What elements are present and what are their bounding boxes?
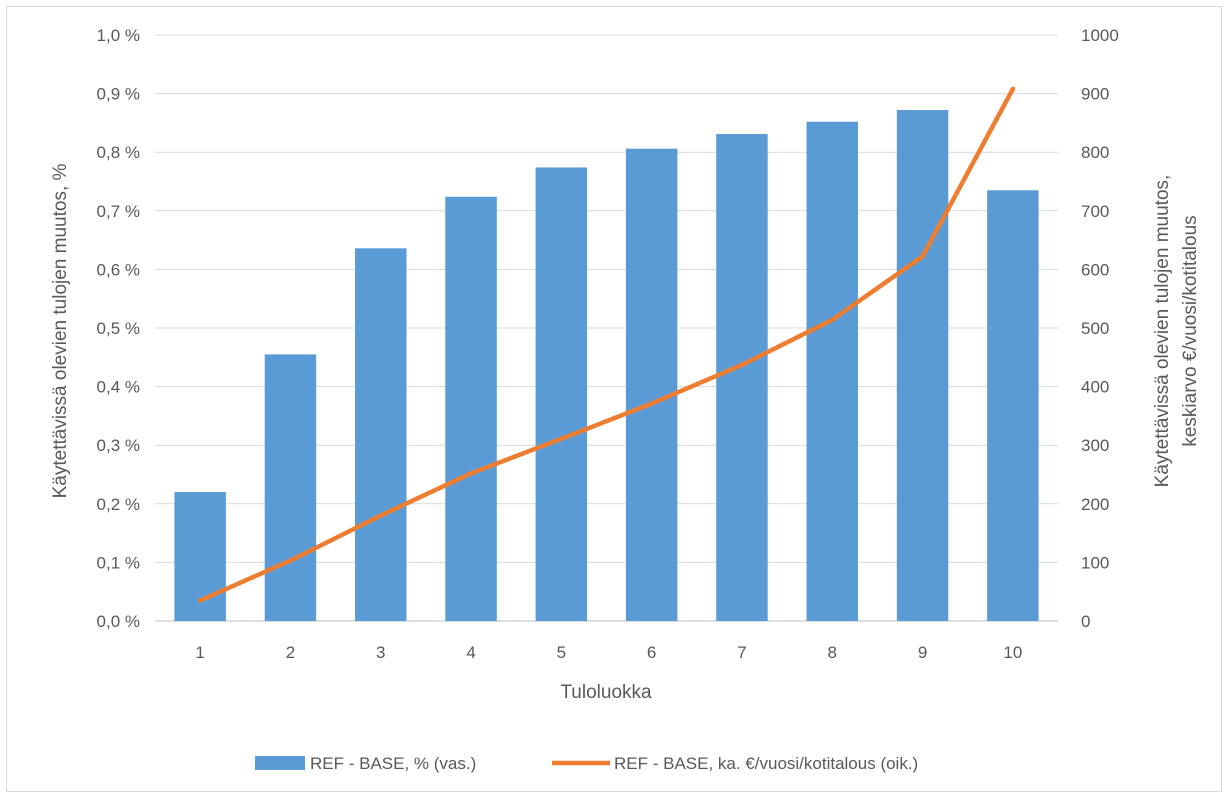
left-tick-label: 0,9 % [97,85,140,104]
series-line [197,86,1016,603]
right-tick-label: 500 [1081,319,1109,338]
legend: REF - BASE, % (vas.) REF - BASE, ka. €/v… [255,754,918,773]
x-tick-label: 3 [376,643,385,662]
x-tick-label: 9 [918,643,927,662]
bar [987,190,1039,622]
x-tick-label: 4 [466,643,475,662]
right-tick-label: 0 [1081,612,1090,631]
line-point [739,362,745,368]
x-tick-label: 10 [1003,643,1022,662]
bar-series [174,110,1039,622]
right-tick-label: 100 [1081,553,1109,572]
legend-label-line: REF - BASE, ka. €/vuosi/kotitalous (oik.… [614,754,918,773]
legend-label-bars: REF - BASE, % (vas.) [310,754,476,773]
bar [625,148,678,621]
left-tick-label: 0,0 % [97,612,140,631]
right-tick-label: 200 [1081,495,1109,514]
line-point [288,558,293,563]
bar [896,110,949,622]
right-axis-title-line-1: Käytettävissä olevien tulojen muutos, [1152,175,1173,488]
line-point [468,471,474,476]
line-point [649,401,654,406]
right-tick-label: 600 [1081,260,1109,279]
left-tick-label: 0,1 % [97,553,140,572]
bar [535,167,588,621]
left-tick-label: 0,2 % [97,495,140,514]
left-axis-title: Käytettävissä olevien tulojen muutos, % [50,164,71,499]
x-tick-label: 6 [647,643,656,662]
right-tick-label: 700 [1081,202,1109,221]
line-series [197,86,1016,603]
right-tick-label: 300 [1081,436,1109,455]
line-point [559,436,564,441]
left-tick-label: 0,5 % [97,319,140,338]
line-point [920,254,925,259]
left-tick-label: 0,4 % [97,378,140,397]
x-axis-ticks: 1 2 3 4 5 6 7 8 9 10 [195,643,1022,662]
right-tick-label: 900 [1081,85,1109,104]
left-tick-label: 0,6 % [97,260,140,279]
x-axis-title: Tuloluokka [560,682,652,703]
line-point [1010,86,1016,92]
bar [806,121,858,621]
left-tick-label: 0,7 % [97,202,140,221]
left-tick-label: 0,8 % [97,143,140,162]
line-point [830,317,835,322]
x-tick-label: 2 [286,643,295,662]
right-axis-ticks: 0 100 200 300 400 500 600 700 800 900 1000 [1081,26,1119,631]
right-tick-label: 400 [1081,378,1109,397]
line-point [378,513,383,518]
left-axis-ticks: 0,0 % 0,1 % 0,2 % 0,3 % 0,4 % 0,5 % 0,6 % 0,7 %… [97,26,140,631]
right-tick-label: 800 [1081,143,1109,162]
left-tick-label: 0,3 % [97,436,140,455]
x-tick-label: 8 [828,643,837,662]
line-point [197,598,203,603]
right-axis-title-line-2: keskiarvo €/vuosi/kotitalous [1180,215,1201,446]
left-tick-label: 1,0 % [97,26,140,45]
bar [716,134,768,621]
right-tick-label: 1000 [1081,26,1119,45]
x-tick-label: 5 [557,643,566,662]
bar [355,248,407,621]
bar [445,196,497,621]
legend-swatch-bars [255,756,305,770]
x-tick-label: 1 [195,643,204,662]
x-tick-label: 7 [737,643,746,662]
bar [264,354,317,621]
